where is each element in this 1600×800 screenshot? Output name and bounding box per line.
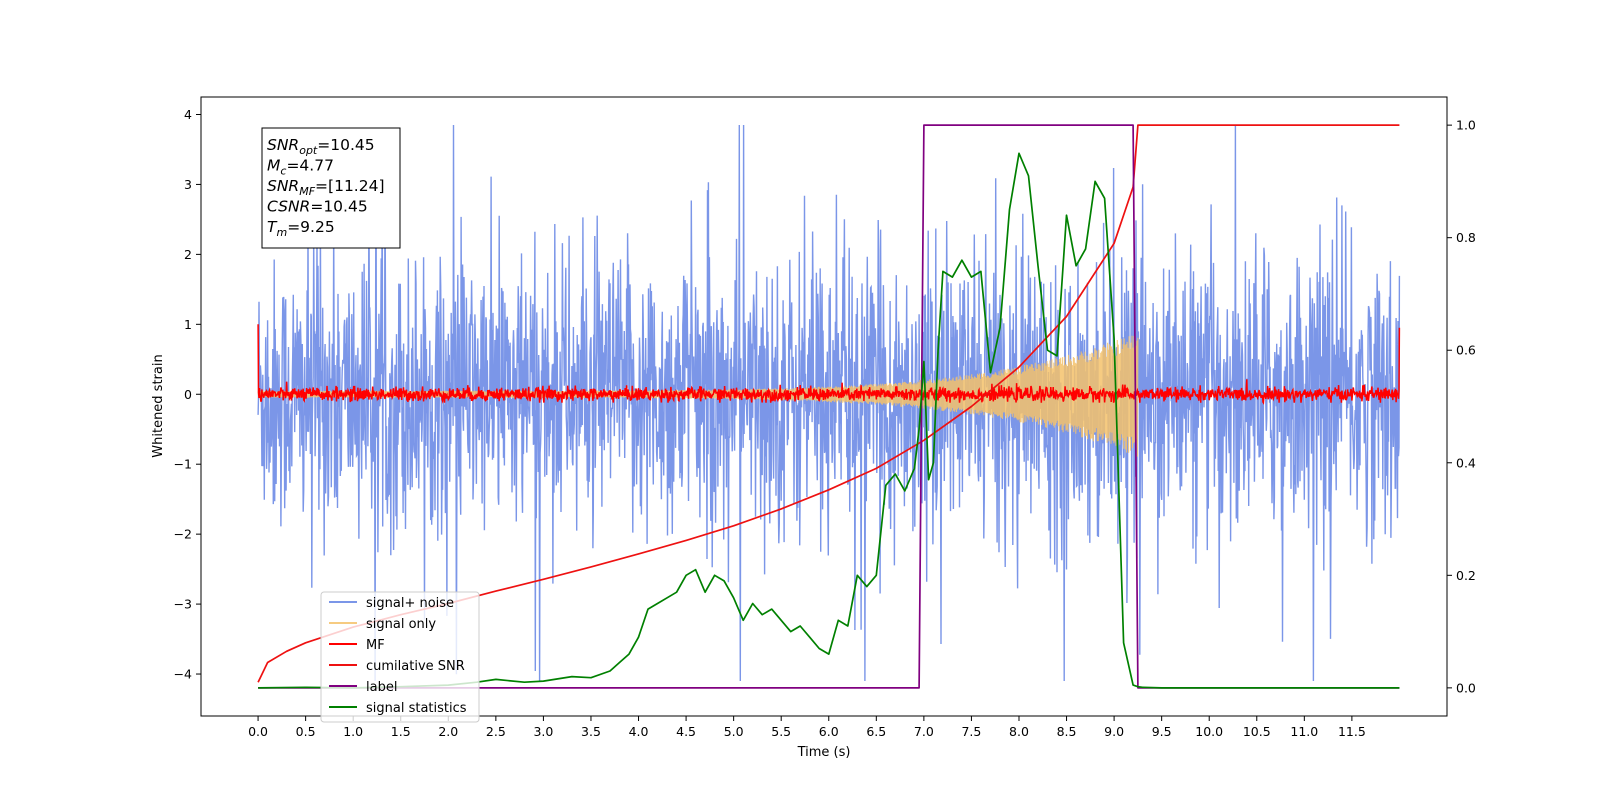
x-axis-ticks: 0.0 0.5 1.0 1.5 2.0 2.5 3.0 3.5 4.0 4.5 5.0 5.5 6.0 6… — [248, 716, 1366, 739]
x-axis-label: Time (s) — [797, 745, 851, 760]
y2-tick-label: 1.0 — [1456, 118, 1476, 133]
y-tick-label: −3 — [174, 597, 192, 612]
y-tick-label: 4 — [184, 107, 192, 122]
y-tick-label: 2 — [184, 247, 192, 262]
y2-tick-label: 0.0 — [1456, 680, 1476, 695]
legend-label: cumilative SNR — [366, 659, 465, 674]
y-tick-label: 1 — [184, 317, 192, 332]
x-tick-label: 4.0 — [629, 724, 649, 739]
legend-label: signal+ noise — [366, 596, 454, 611]
x-tick-label: 10.0 — [1195, 724, 1223, 739]
annotation-line: SNRMF=[11.24] — [267, 177, 385, 198]
x-tick-label: 5.5 — [771, 724, 791, 739]
y-tick-label: −2 — [174, 527, 192, 542]
series-signal-noise — [257, 124, 1401, 682]
x-tick-label: 11.5 — [1338, 724, 1366, 739]
x-tick-label: 1.5 — [391, 724, 411, 739]
legend-label: signal statistics — [366, 701, 467, 716]
legend-label: signal only — [366, 617, 436, 632]
x-tick-label: 3.0 — [533, 724, 553, 739]
x-tick-label: 0.5 — [296, 724, 316, 739]
y-tick-label: −1 — [174, 457, 192, 472]
x-tick-label: 4.5 — [676, 724, 696, 739]
legend-label: label — [366, 680, 397, 695]
annotation-line: CSNR=10.45 — [267, 198, 368, 216]
y-tick-label: 3 — [184, 177, 192, 192]
x-tick-label: 10.5 — [1243, 724, 1271, 739]
x-tick-label: 11.0 — [1290, 724, 1318, 739]
y2-tick-label: 0.4 — [1456, 455, 1476, 470]
annotation-box: SNRopt=10.45Mc=4.77SNRMF=[11.24]CSNR=10.… — [261, 127, 401, 249]
x-tick-label: 7.0 — [914, 724, 934, 739]
series-mf — [257, 324, 1401, 405]
annotation-line: Tm=9.25 — [267, 218, 335, 239]
y-tick-label: 0 — [184, 387, 192, 402]
annotation-line: SNRopt=10.45 — [267, 136, 375, 157]
x-tick-label: 6.5 — [866, 724, 886, 739]
y-axis-ticks: 4 3 2 1 0 −1 −2 −3 −4 — [174, 107, 201, 682]
y2-axis-ticks: 1.0 0.8 0.6 0.4 0.2 0.0 — [1447, 118, 1476, 695]
x-tick-label: 8.0 — [1009, 724, 1029, 739]
y2-tick-label: 0.6 — [1456, 343, 1476, 358]
legend: signal+ noise signal only MF cumilative SNR… — [320, 591, 480, 723]
annotation-line: Mc=4.77 — [267, 157, 334, 178]
x-tick-label: 7.5 — [961, 724, 981, 739]
plot-frame — [200, 96, 1448, 717]
x-tick-label: 2.0 — [438, 724, 458, 739]
x-tick-label: 6.0 — [819, 724, 839, 739]
y-tick-label: −4 — [174, 667, 192, 682]
x-tick-label: 9.5 — [1152, 724, 1172, 739]
x-tick-label: 0.0 — [248, 724, 268, 739]
x-tick-label: 3.5 — [581, 724, 601, 739]
x-tick-label: 8.5 — [1057, 724, 1077, 739]
y2-tick-label: 0.8 — [1456, 230, 1476, 245]
x-tick-label: 2.5 — [486, 724, 506, 739]
legend-label: MF — [366, 638, 385, 653]
y2-tick-label: 0.2 — [1456, 568, 1476, 583]
series-signal-statistics — [258, 152, 1400, 689]
x-tick-label: 5.0 — [724, 724, 744, 739]
x-tick-label: 1.0 — [343, 724, 363, 739]
x-tick-label: 9.0 — [1104, 724, 1124, 739]
y-axis-label: Whitened strain — [151, 354, 166, 457]
